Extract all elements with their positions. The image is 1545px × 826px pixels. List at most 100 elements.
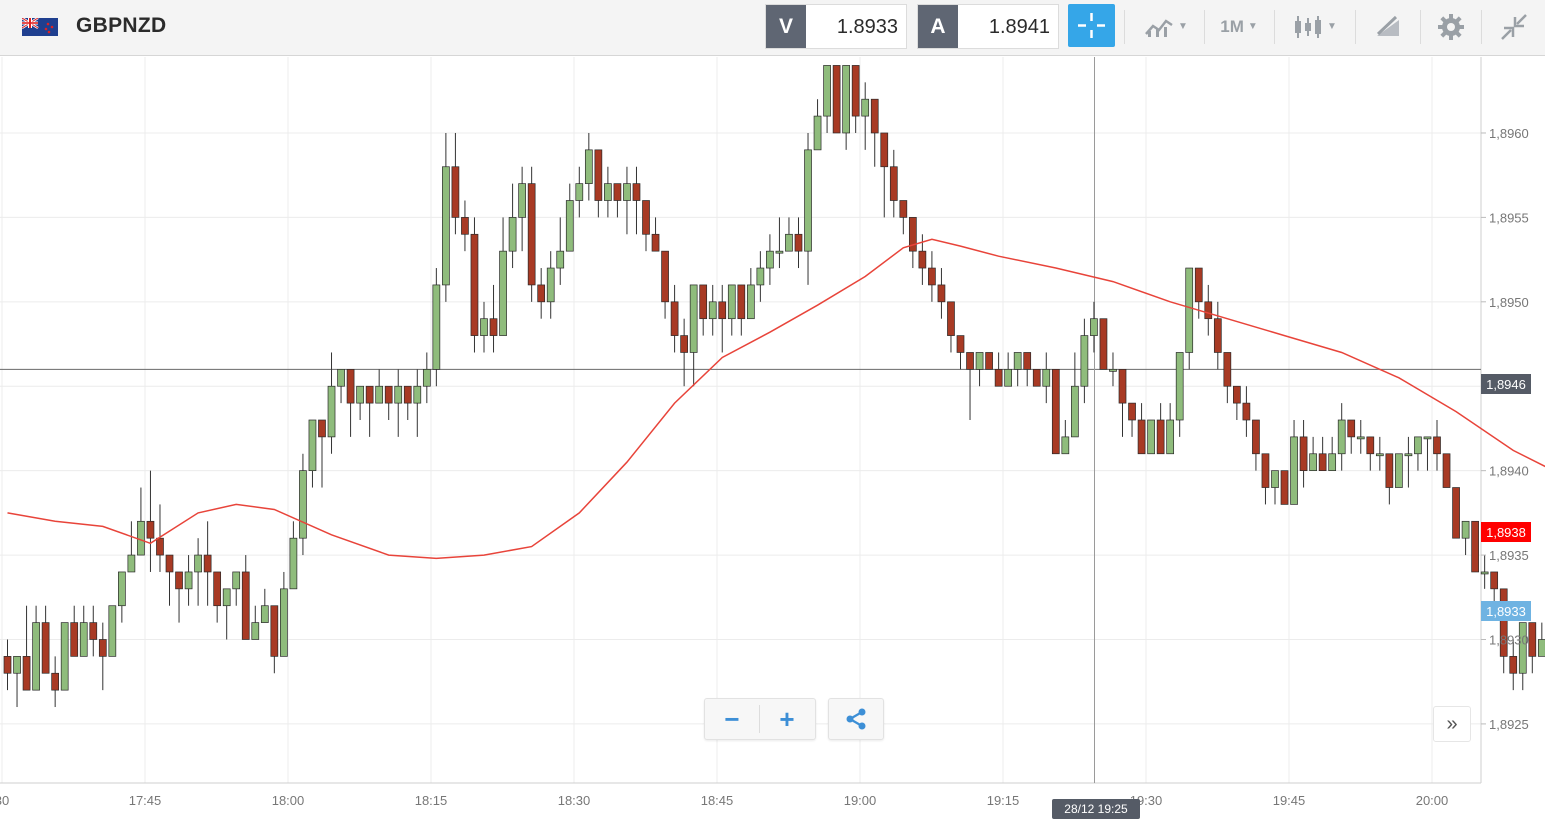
price-axis[interactable]: 1,89251,89301,89351,89401,89451,89501,89… <box>1481 126 1529 732</box>
candle-body <box>908 217 917 252</box>
candle-body <box>918 250 927 269</box>
candle-body <box>1509 656 1518 674</box>
settings-button[interactable] <box>1427 4 1475 49</box>
candle-body <box>1061 436 1070 455</box>
candle-body <box>280 588 288 657</box>
crosshair-time-label: 28/12 19:25 <box>1052 799 1140 819</box>
candle-body <box>966 352 974 370</box>
toolbar-divider <box>1420 10 1421 44</box>
candle-body <box>985 352 993 370</box>
candle-body <box>842 65 850 134</box>
share-button[interactable] <box>828 698 884 740</box>
chevron-down-icon: ▼ <box>1327 21 1337 32</box>
candle-body <box>270 605 279 657</box>
candles-button[interactable]: ▼ <box>1284 4 1346 49</box>
time-axis-label: 19:00 <box>844 793 877 808</box>
candle-body <box>1347 419 1356 438</box>
zoom-controls: − + <box>704 698 816 740</box>
candle-body <box>375 385 384 404</box>
candle-body <box>870 98 879 134</box>
candle-body <box>1385 453 1394 488</box>
moving-average-series <box>7 238 1545 560</box>
candle-body <box>413 385 422 404</box>
candle-body <box>699 284 708 320</box>
toolbar-divider <box>1204 10 1205 44</box>
candle-body <box>1233 385 1241 404</box>
candle-body <box>1271 470 1279 488</box>
moving-average-line <box>7 238 1545 560</box>
candle-body <box>1013 352 1022 370</box>
scroll-to-latest-button[interactable]: » <box>1433 706 1471 742</box>
candle-body <box>365 385 374 404</box>
candle-body <box>575 183 584 201</box>
instrument-symbol[interactable]: GBPNZD <box>76 14 167 37</box>
price-axis-label: 1,8930 <box>1489 632 1529 647</box>
candle-body <box>222 588 231 607</box>
candle-body <box>613 183 622 201</box>
candle-body <box>98 639 107 657</box>
time-axis-label: 18:00 <box>272 793 305 808</box>
candle-body <box>1147 419 1155 455</box>
candle-body <box>651 233 660 252</box>
chart-grid <box>0 57 1482 784</box>
price-axis-label: 1,8960 <box>1489 126 1529 141</box>
price-chart[interactable]: 1,89251,89301,89351,89401,89451,89501,89… <box>0 57 1545 826</box>
candle-body <box>1004 368 1013 387</box>
candle-body <box>1023 352 1032 370</box>
candle-body <box>1109 368 1117 372</box>
candle-body <box>213 571 222 607</box>
current-line-price-tag: 1,8946 <box>1481 374 1531 394</box>
candle-body <box>203 554 212 573</box>
candle-body <box>70 622 79 657</box>
candle-body <box>1404 453 1413 457</box>
zoom-out-button[interactable]: − <box>724 703 740 734</box>
candle-body <box>451 166 460 218</box>
buy-quote-button[interactable]: A 1.8941 <box>917 4 1059 49</box>
candle-body <box>775 250 784 254</box>
candle-body <box>1090 318 1098 336</box>
time-axis-label: 19:15 <box>987 793 1020 808</box>
sell-label: V <box>766 5 806 48</box>
candle-body <box>308 419 317 472</box>
candle-body <box>518 183 526 218</box>
candle-body <box>3 656 12 674</box>
candle-body <box>1252 419 1260 455</box>
buy-label: A <box>918 5 958 48</box>
candle-body <box>670 301 679 336</box>
gb-nz-flag-icon <box>22 18 58 36</box>
time-axis-label: 18:30 <box>558 793 591 808</box>
bid-price-tag: 1,8933 <box>1481 601 1531 621</box>
candle-body <box>184 571 193 590</box>
collapse-button[interactable] <box>1490 4 1538 49</box>
price-axis-label: 1,8935 <box>1489 548 1529 563</box>
candle-body <box>899 200 908 218</box>
price-axis-label: 1,8955 <box>1489 210 1529 225</box>
ma-price-tag: 1,8938 <box>1481 522 1531 542</box>
candle-body <box>1518 622 1527 674</box>
collapse-icon <box>1501 13 1527 40</box>
chart-toolbar: GBPNZD V 1.8933 A 1.8941 ▼ 1M ▼ <box>0 0 1545 56</box>
time-axis-label: 18:45 <box>701 793 734 808</box>
crosshair-button[interactable] <box>1068 4 1115 47</box>
time-axis-label: 18:15 <box>415 793 448 808</box>
candle-body <box>632 183 641 201</box>
drawing-tools-button[interactable] <box>1362 4 1414 49</box>
candle-body <box>1156 419 1165 455</box>
candle-body <box>556 250 565 269</box>
chart-type-button[interactable]: ▼ <box>1135 4 1197 49</box>
candle-body <box>642 200 650 235</box>
sell-quote-button[interactable]: V 1.8933 <box>765 4 907 49</box>
candle-body <box>813 115 822 151</box>
time-axis[interactable]: 30 17:45 18:00 18:15 18:30 18:45 19:00 19:15 19:… <box>0 793 1448 808</box>
price-axis-label: 1,8925 <box>1489 717 1529 732</box>
timeframe-select[interactable]: 1M ▼ <box>1210 4 1268 49</box>
zoom-in-button[interactable]: + <box>779 703 795 734</box>
candle-body <box>1299 436 1308 472</box>
candle-body <box>1099 318 1108 370</box>
candle-body <box>937 284 946 303</box>
candle-body <box>318 419 326 438</box>
candle-body <box>108 605 117 657</box>
toolbar-divider <box>1124 10 1125 44</box>
candle-body <box>832 65 841 134</box>
candle-body <box>1490 571 1499 590</box>
